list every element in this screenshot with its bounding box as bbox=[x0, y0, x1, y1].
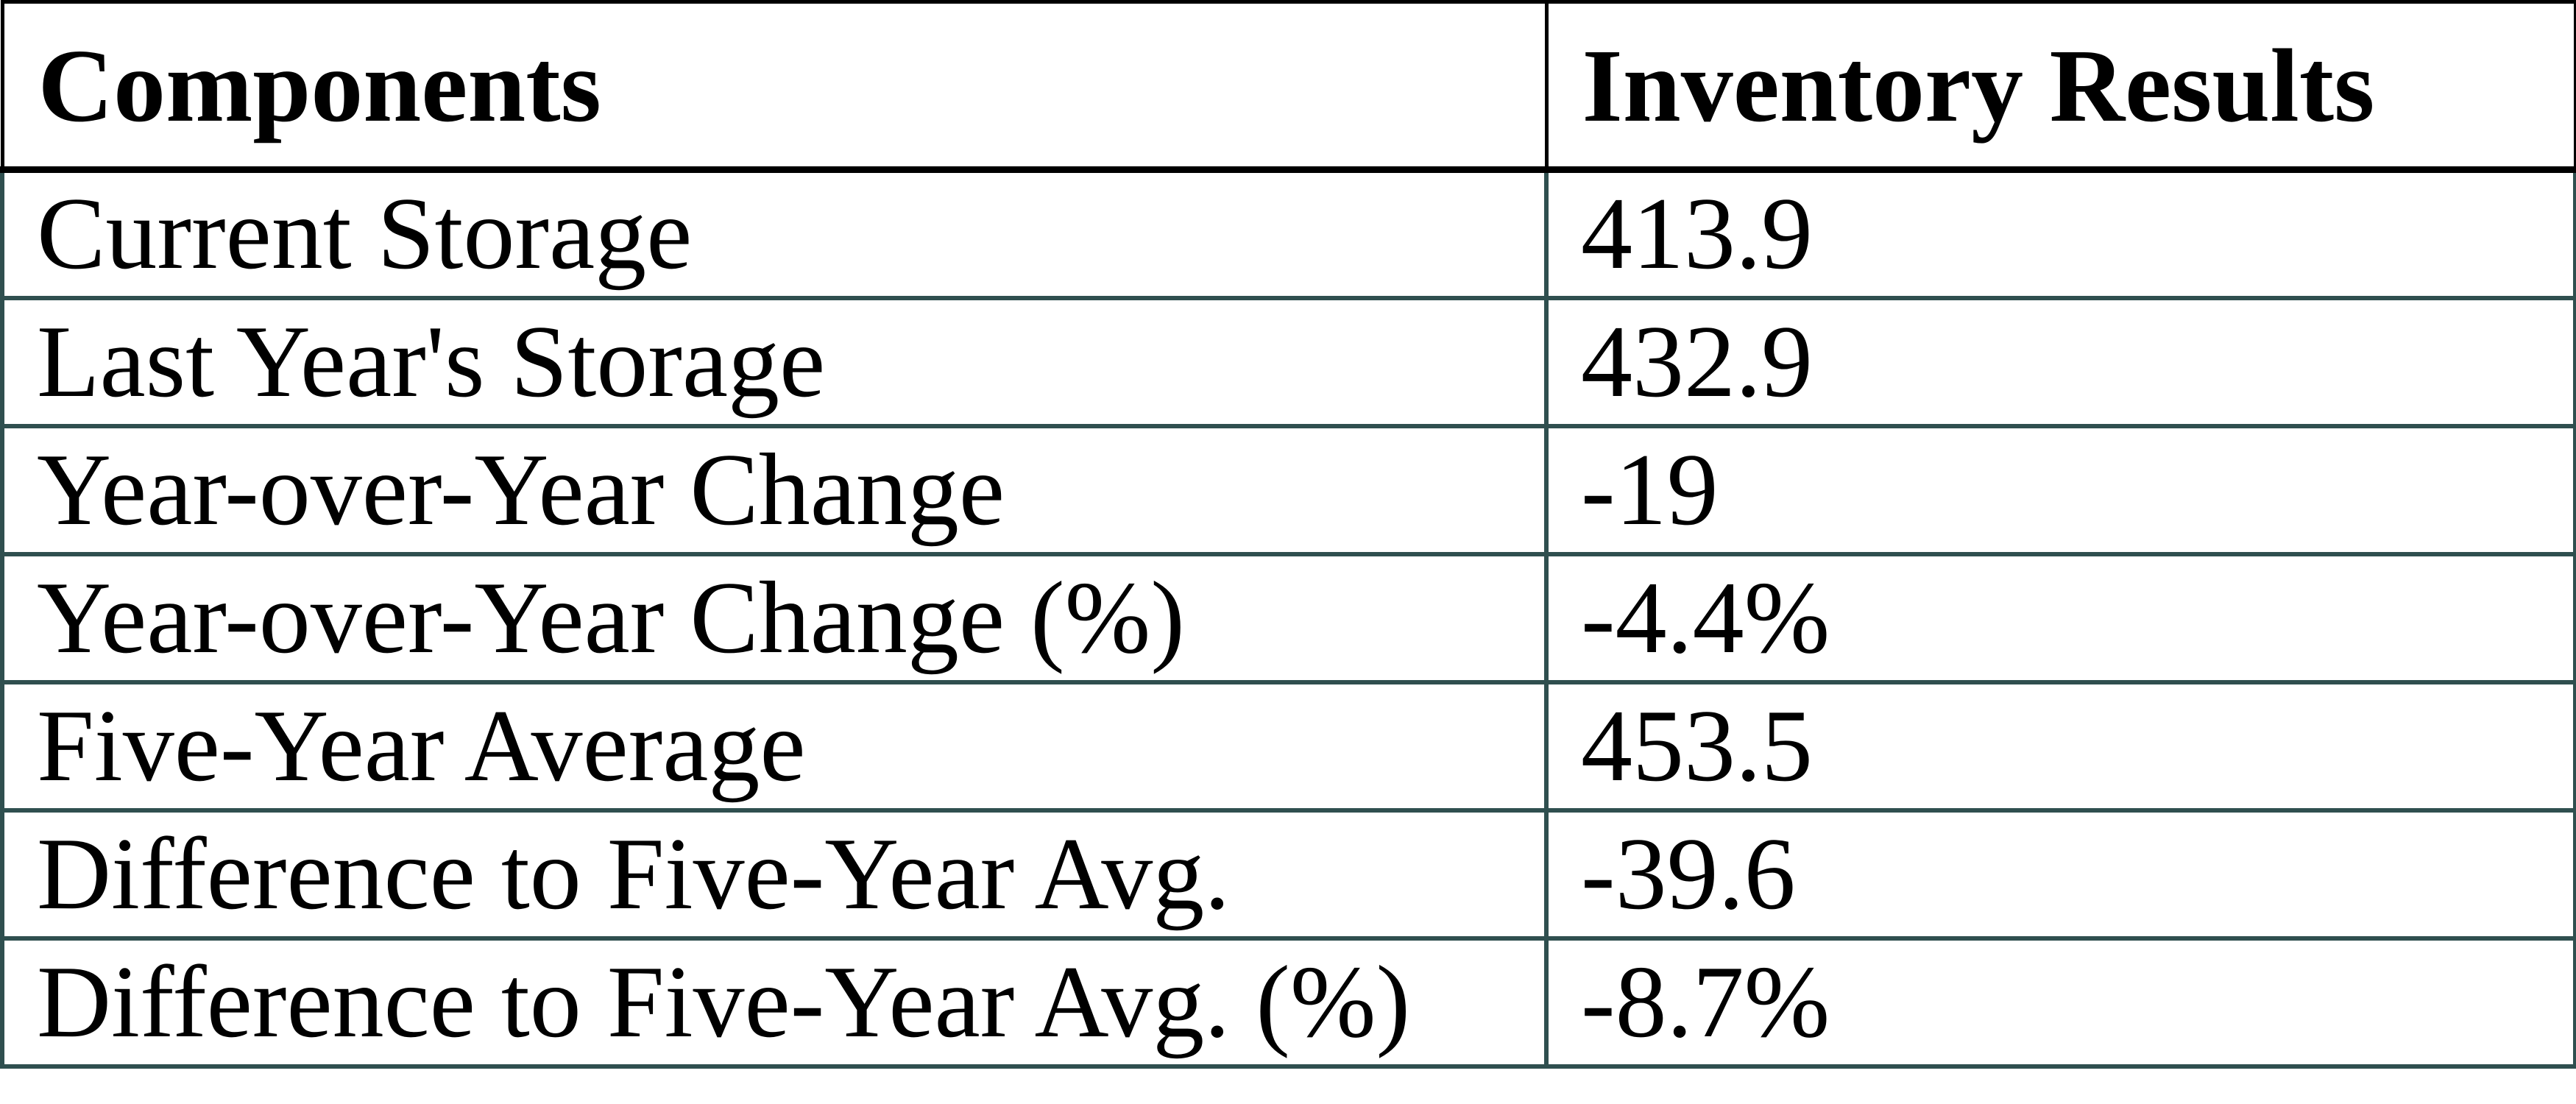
header-cell-inventory-results: Inventory Results bbox=[1544, 0, 2576, 173]
component-label-cell: Last Year's Storage bbox=[0, 295, 1549, 428]
component-label-cell: Year-over-Year Change bbox=[0, 423, 1549, 556]
inventory-result-value-cell: 432.9 bbox=[1544, 295, 2576, 428]
inventory-result-value-cell: -8.7% bbox=[1544, 935, 2576, 1069]
inventory-result-value-cell: -39.6 bbox=[1544, 807, 2576, 941]
table-row: Current Storage 413.9 bbox=[0, 167, 2576, 300]
inventory-result-value-cell: -19 bbox=[1544, 423, 2576, 556]
table-row: Year-over-Year Change (%) -4.4% bbox=[0, 551, 2576, 684]
table-row: Five-Year Average 453.5 bbox=[0, 679, 2576, 813]
component-label-cell: Five-Year Average bbox=[0, 679, 1549, 813]
component-label-cell: Current Storage bbox=[0, 167, 1549, 300]
header-row: Components Inventory Results bbox=[0, 0, 2576, 173]
component-label-cell: Difference to Five-Year Avg. (%) bbox=[0, 935, 1549, 1069]
table-row: Year-over-Year Change -19 bbox=[0, 423, 2576, 556]
inventory-results-table: Components Inventory Results Current Sto… bbox=[0, 0, 2576, 1069]
inventory-result-value-cell: 453.5 bbox=[1544, 679, 2576, 813]
table-row: Last Year's Storage 432.9 bbox=[0, 295, 2576, 428]
header-cell-components: Components bbox=[0, 0, 1549, 173]
table-body: Current Storage 413.9 Last Year's Storag… bbox=[0, 167, 2576, 1069]
component-label-cell: Year-over-Year Change (%) bbox=[0, 551, 1549, 684]
table-row: Difference to Five-Year Avg. -39.6 bbox=[0, 807, 2576, 941]
inventory-result-value-cell: -4.4% bbox=[1544, 551, 2576, 684]
inventory-result-value-cell: 413.9 bbox=[1544, 167, 2576, 300]
component-label-cell: Difference to Five-Year Avg. bbox=[0, 807, 1549, 941]
table-row: Difference to Five-Year Avg. (%) -8.7% bbox=[0, 935, 2576, 1069]
